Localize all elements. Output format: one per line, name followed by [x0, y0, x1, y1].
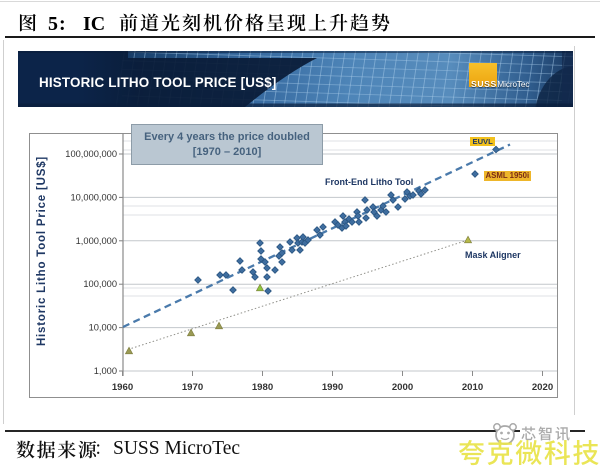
svg-text:1990: 1990: [322, 382, 343, 393]
svg-text:1,000,000: 1,000,000: [76, 236, 117, 246]
svg-text:1,000: 1,000: [94, 366, 117, 376]
svg-text:10,000,000: 10,000,000: [70, 192, 117, 202]
svg-text:10,000: 10,000: [89, 323, 117, 333]
svg-text:100,000: 100,000: [83, 279, 117, 289]
svg-text:1970: 1970: [182, 382, 203, 393]
svg-text:1980: 1980: [252, 382, 273, 393]
svg-text:2020: 2020: [532, 382, 553, 393]
svg-text:2000: 2000: [392, 382, 413, 393]
svg-text:2010: 2010: [462, 382, 483, 393]
svg-text:1960: 1960: [112, 382, 133, 393]
svg-text:100,000,000: 100,000,000: [65, 149, 117, 159]
